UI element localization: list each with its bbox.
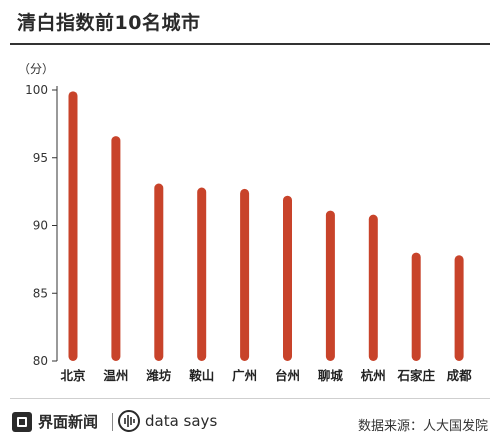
- x-tick-label: 鞍山: [189, 368, 214, 383]
- bar-chart: （分） 80 85 90 95 100 北京 温州 潍坊 鞍山 广州 台州 聊城 杭州 石家庄 成都: [18, 62, 473, 383]
- brand-logo-icon: [12, 411, 32, 432]
- bar: [154, 183, 164, 361]
- y-tick-label: 95: [33, 151, 48, 165]
- data-source: 数据来源：人大国发院: [357, 419, 488, 434]
- data-says-name: data says: [145, 412, 218, 430]
- x-tick-label: 台州: [275, 368, 300, 383]
- x-tick-label: 广州: [232, 368, 257, 383]
- x-tick-label: 石家庄: [396, 368, 435, 383]
- brand: 界面新闻: [12, 411, 98, 432]
- footer-separator: [112, 413, 113, 431]
- data-says-logo-icon: [118, 410, 140, 432]
- bar: [368, 214, 378, 361]
- footer: 界面新闻 data says 数据来源：人大国发院: [0, 400, 500, 447]
- bar: [411, 252, 421, 361]
- bar: [283, 195, 292, 361]
- bar: [454, 255, 464, 361]
- x-tick-label: 成都: [447, 368, 473, 383]
- chart-title: 清白指数前10名城市: [17, 12, 201, 34]
- bar: [325, 210, 335, 361]
- title-divider: [10, 43, 490, 45]
- brand-name: 界面新闻: [38, 413, 99, 431]
- y-axis-label: （分）: [18, 62, 54, 76]
- footer-divider: [10, 398, 490, 399]
- y-tick-label: 90: [33, 219, 48, 233]
- y-tick-label: 80: [33, 354, 48, 368]
- x-tick-label: 杭州: [361, 368, 386, 383]
- x-tick-label: 温州: [103, 368, 128, 383]
- y-tick-label: 100: [25, 83, 48, 97]
- bar: [68, 91, 78, 361]
- data-says-brand: data says: [118, 410, 217, 432]
- bar: [197, 187, 207, 361]
- x-tick-label: 北京: [60, 368, 86, 383]
- x-tick-label: 潍坊: [145, 368, 172, 383]
- x-tick-label: 聊城: [318, 368, 344, 383]
- bar: [111, 136, 121, 361]
- y-tick-label: 85: [33, 286, 48, 300]
- bar: [240, 188, 250, 361]
